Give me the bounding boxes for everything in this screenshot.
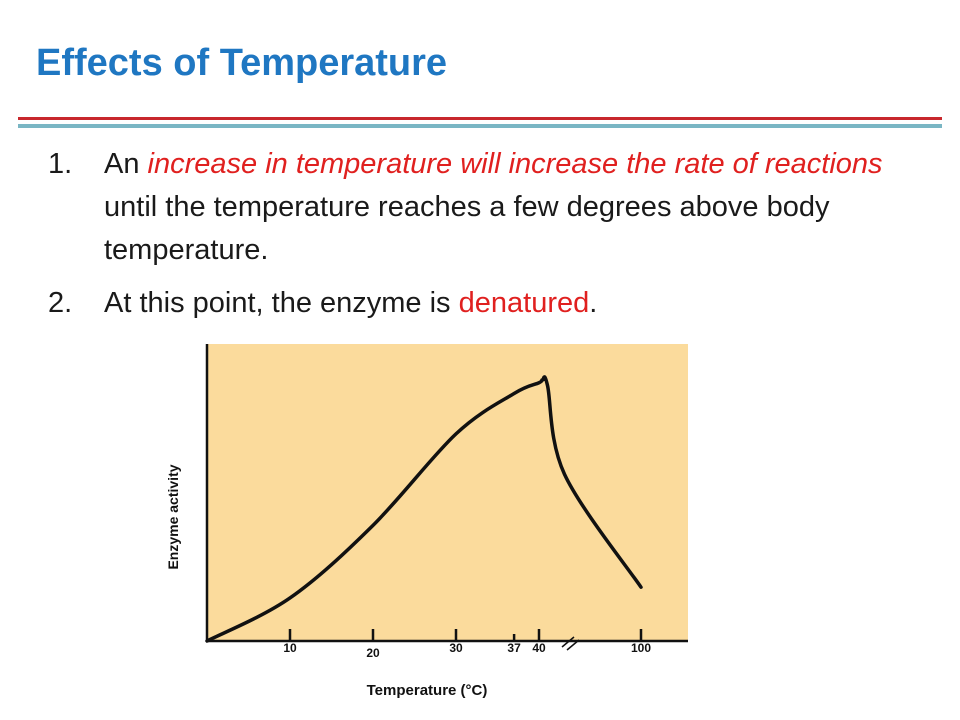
bullet-list: 1. An increase in temperature will incre… <box>48 143 928 335</box>
x-axis-label: Temperature (°C) <box>367 682 488 699</box>
x-tick-label: 10 <box>283 641 297 655</box>
bullet-highlight: denatured <box>458 287 590 319</box>
bullet-item-1: 1. An increase in temperature will incre… <box>48 143 928 272</box>
y-axis-label: Enzyme activity <box>165 464 181 569</box>
bullet-item-2: 2. At this point, the enzyme is denature… <box>48 282 928 325</box>
x-tick-label: 100 <box>631 641 651 655</box>
title-rule-teal <box>18 124 942 128</box>
x-ticks: 10 20 30 37 40 100 <box>283 629 651 660</box>
plot-background <box>207 344 688 641</box>
slide-title: Effects of Temperature <box>36 42 448 84</box>
bullet-number: 2. <box>48 287 73 319</box>
bullet-highlight-italic: increase in temperature will increase th… <box>147 148 883 180</box>
x-tick-label: 37 <box>507 641 521 655</box>
bullet-text: An <box>104 148 148 180</box>
title-rule-red <box>18 117 942 120</box>
x-tick-label: 40 <box>532 641 546 655</box>
bullet-text: At this point, the enzyme is <box>104 287 459 319</box>
axis-break-marker <box>561 636 580 651</box>
x-tick-label: 30 <box>449 641 463 655</box>
bullet-text: . <box>589 287 598 319</box>
activity-curve <box>205 375 643 643</box>
x-tick-label: 20 <box>366 646 380 660</box>
bullet-text: until the temperature reaches a few degr… <box>104 191 830 266</box>
bullet-number: 1. <box>48 148 73 180</box>
